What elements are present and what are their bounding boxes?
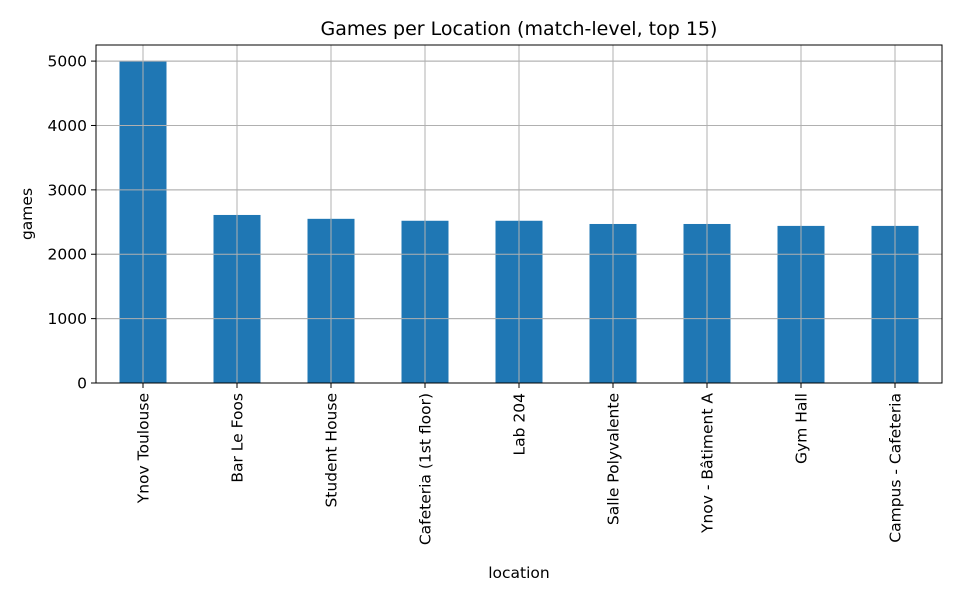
y-tick-label: 3000: [48, 181, 87, 199]
y-tick-label: 4000: [48, 117, 87, 135]
y-tick-label: 5000: [48, 53, 87, 71]
y-tick-label: 0: [77, 375, 87, 393]
x-tick-label: Ynov - Bâtiment A: [699, 393, 717, 534]
x-tick-label: Cafeteria (1st floor): [417, 393, 435, 545]
x-tick-label: Ynov Toulouse: [135, 393, 153, 504]
y-tick-label: 2000: [48, 246, 87, 264]
x-axis: Ynov Toulouse Bar Le Foos Student House Caf…: [135, 383, 905, 545]
x-axis-label: location: [488, 564, 550, 582]
x-tick-label: Student House: [323, 393, 341, 508]
x-tick-label: Campus - Cafeteria: [887, 393, 905, 543]
x-tick-label: Salle Polyvalente: [605, 393, 623, 525]
x-tick-label: Bar Le Foos: [229, 393, 247, 483]
bars: [96, 60, 942, 383]
y-axis-label: games: [18, 188, 36, 240]
y-axis: 0 1000 2000 3000 4000 5000: [48, 53, 96, 393]
chart-title: Games per Location (match-level, top 15): [321, 18, 718, 40]
y-tick-label: 1000: [48, 310, 87, 328]
x-tick-label: Gym Hall: [793, 393, 811, 464]
x-tick-label: Lab 204: [511, 393, 529, 455]
